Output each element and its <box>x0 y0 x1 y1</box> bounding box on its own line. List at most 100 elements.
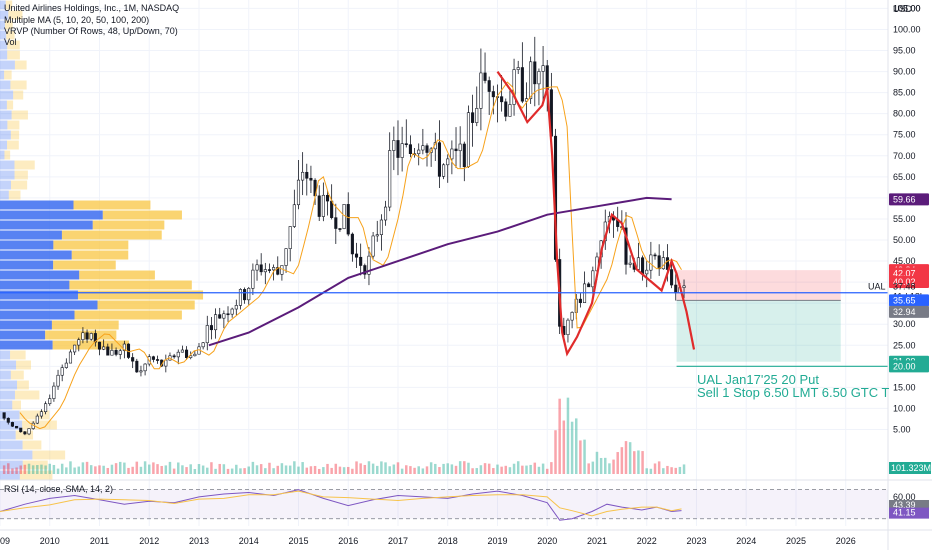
volume-bar <box>413 467 416 474</box>
volume-bar <box>127 467 130 474</box>
volume-bar <box>7 463 10 474</box>
profile-row-up <box>0 70 5 80</box>
candle-body <box>106 346 110 356</box>
rsi-legend[interactable]: RSI (14, close, SMA, 14, 2) <box>4 484 114 494</box>
position-box[interactable] <box>676 270 888 367</box>
profile-row-down <box>22 460 48 470</box>
profile-row-up <box>0 200 74 210</box>
volume-profile <box>0 0 204 480</box>
chart-title: United Airlines Holdings, Inc., 1M, NASD… <box>4 3 180 13</box>
candle-body <box>417 149 421 155</box>
candle-body <box>276 267 280 275</box>
volume-bar <box>342 467 346 474</box>
volume-bar <box>458 461 462 474</box>
candle-body <box>379 219 383 235</box>
candle-body <box>81 332 85 340</box>
volume-bar <box>562 420 566 474</box>
volume-bar <box>446 463 449 474</box>
volume-bar <box>434 463 437 474</box>
volume-bar <box>330 467 333 474</box>
y-tick-label: 15.00 <box>893 382 916 392</box>
volume-bar <box>641 451 644 474</box>
legend-ma[interactable]: Multiple MA (5, 10, 20, 50, 100, 200) <box>4 15 150 25</box>
volume-bar <box>558 398 561 474</box>
volume-bar <box>222 464 226 474</box>
x-tick-label: 2021 <box>587 536 607 546</box>
candle-body <box>23 431 27 435</box>
candle-body <box>317 195 321 217</box>
volume-bar <box>637 450 640 474</box>
profile-row-up <box>0 260 54 270</box>
volume-bar <box>247 466 250 474</box>
candle-body <box>97 341 102 350</box>
volume-bar <box>504 465 508 474</box>
volume-bar <box>168 461 172 474</box>
candle-body <box>301 171 305 181</box>
volume-bar <box>516 461 520 474</box>
profile-row-down <box>51 320 119 330</box>
profile-row-down <box>74 310 182 320</box>
legend-vol[interactable]: Vol <box>4 37 17 47</box>
volume-bar <box>185 467 188 474</box>
volume-bar <box>674 467 677 474</box>
y-tick-label: 70.00 <box>893 151 916 161</box>
x-tick-label: 2017 <box>388 536 408 546</box>
profile-row-up <box>0 330 46 340</box>
rsi-line <box>0 489 682 521</box>
volume-bar <box>442 463 445 474</box>
profile-row-up <box>0 270 80 280</box>
candle-body <box>462 143 466 167</box>
volume-bar <box>487 463 491 474</box>
candle-body <box>214 314 218 331</box>
candle-body <box>400 143 404 158</box>
candle-body <box>388 150 392 208</box>
profile-row-up <box>0 440 23 450</box>
y-tick-label: 25.00 <box>893 340 916 350</box>
profile-row-up <box>0 110 12 120</box>
candle-body <box>56 374 60 387</box>
candle-body <box>533 61 537 85</box>
volume-bar <box>98 465 101 474</box>
candle-body <box>661 257 665 270</box>
price-tag-bg <box>889 193 929 206</box>
candle-body <box>466 112 471 167</box>
volume-bar <box>463 461 466 474</box>
legend-vrvp[interactable]: VRVP (Number Of Rows, 48, Up/Down, 70) <box>4 26 178 36</box>
ma-orange <box>19 81 682 430</box>
candle-body <box>325 194 330 202</box>
volume-bar <box>77 466 81 474</box>
volume-bar <box>346 466 350 474</box>
volume-bar <box>678 466 682 474</box>
volume-bar <box>272 468 275 474</box>
volume-bar <box>255 465 259 474</box>
candle-body <box>247 288 251 301</box>
volume-bar <box>492 468 495 474</box>
profile-row-down <box>12 400 22 410</box>
volume-bar <box>65 467 68 474</box>
volume-bar <box>19 465 22 474</box>
candle-body <box>305 171 309 179</box>
volume-bar <box>264 468 267 474</box>
volume-bar <box>405 465 408 474</box>
profile-row-up <box>0 430 16 440</box>
candle-body <box>628 262 632 265</box>
x-tick-label: 2019 <box>487 536 507 546</box>
volume-bar <box>214 468 217 474</box>
candle-body <box>404 143 408 145</box>
price-tag-bg <box>889 294 929 307</box>
rsi-tag: 41.15 <box>893 508 916 518</box>
profile-row-down <box>4 20 13 30</box>
volume-bar <box>239 468 242 474</box>
currency-label: USD <box>893 4 913 14</box>
volume-bar <box>367 461 371 474</box>
candle-body <box>102 346 106 350</box>
y-tick-label: 10.00 <box>893 403 916 413</box>
profile-row-down <box>17 380 29 390</box>
price-tag-bg <box>889 305 929 318</box>
candle-body <box>500 96 504 103</box>
y-tick-label: 75.00 <box>893 130 916 140</box>
y-tick-label: 65.00 <box>893 172 916 182</box>
volume-bar <box>27 463 31 474</box>
candle-body <box>155 359 160 361</box>
